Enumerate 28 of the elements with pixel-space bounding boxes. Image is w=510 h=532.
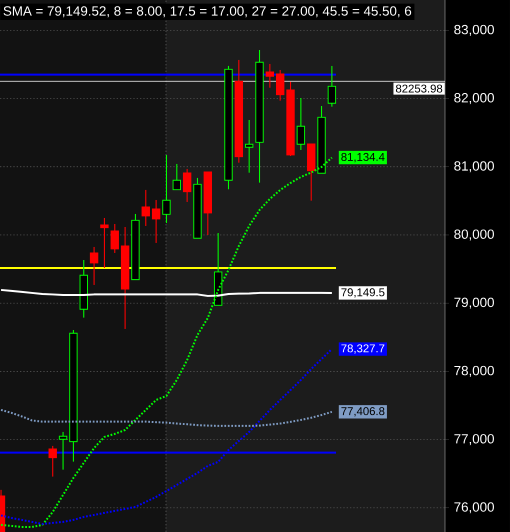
candlestick xyxy=(152,199,160,244)
data-label: 79,149.5 xyxy=(341,288,384,298)
y-tick-label: 77,000 xyxy=(454,434,494,446)
candlestick xyxy=(182,168,192,202)
candlestick xyxy=(142,189,150,226)
candlestick xyxy=(172,163,181,190)
candlestick xyxy=(328,65,336,108)
data-label: 81,134.4 xyxy=(341,152,385,162)
y-tick-label: 78,000 xyxy=(454,366,494,377)
candlestick xyxy=(48,445,57,478)
candlestick xyxy=(296,97,306,151)
chart-title: SMA = 79,149.52, 8 = 8.00, 17.5 = 17.00, 27 = 27.00, 45.5 = 45.50, 6 xyxy=(4,6,412,18)
candlestick xyxy=(266,63,274,88)
candlestick xyxy=(244,119,254,174)
candlestick xyxy=(90,246,98,286)
data-label: 77,406.8 xyxy=(341,407,384,417)
ref-line-label: 82253.98 xyxy=(396,84,442,93)
candlestick xyxy=(110,223,119,254)
data-label: 78,327.7 xyxy=(341,344,384,354)
y-tick-label: 82,000 xyxy=(454,93,494,104)
candlestick xyxy=(276,69,284,102)
y-tick-label: 76,000 xyxy=(454,502,494,514)
candlestick xyxy=(100,217,109,269)
y-tick-label: 79,000 xyxy=(454,298,494,309)
y-tick-label: 81,000 xyxy=(454,161,494,172)
y-tick-label: 80,000 xyxy=(454,229,494,240)
y-tick-label: 83,000 xyxy=(454,24,494,36)
candlestick xyxy=(162,154,171,224)
